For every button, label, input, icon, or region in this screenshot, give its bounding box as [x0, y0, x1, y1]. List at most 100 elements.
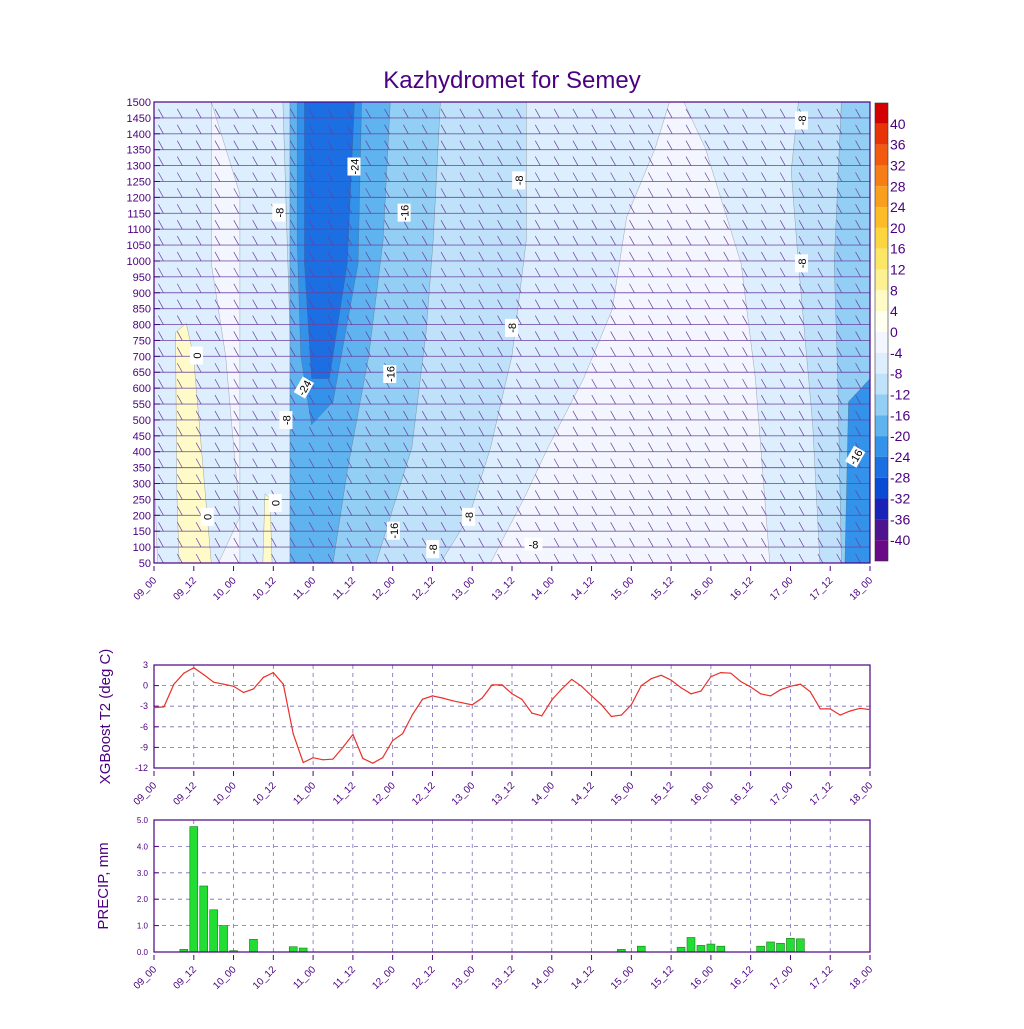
wind-barb	[290, 378, 296, 389]
t2-point	[352, 733, 354, 735]
wind-barb	[704, 220, 711, 230]
wind-barb	[421, 108, 428, 119]
precip-bar	[189, 826, 199, 953]
wind-barb	[440, 378, 447, 389]
wind-barb	[440, 267, 447, 278]
wind-barb	[534, 553, 541, 563]
wind-barb	[779, 331, 786, 341]
t2-point	[809, 691, 811, 693]
contour-label-bg	[268, 494, 282, 513]
wind-barb	[742, 490, 748, 500]
wind-barb	[516, 140, 522, 150]
wind-barb	[742, 124, 748, 134]
wind-barb	[271, 156, 277, 166]
wind-barb	[591, 188, 598, 198]
wind-barb	[459, 204, 466, 214]
wind-barb	[440, 235, 447, 246]
wind-barb	[723, 331, 729, 341]
t2-point	[451, 700, 453, 702]
wind-barb	[158, 172, 164, 182]
contour-label-group: -8	[272, 203, 286, 222]
wind-barb	[648, 220, 654, 230]
wind-barb	[440, 553, 447, 563]
colorbar-label: -28	[890, 470, 910, 486]
wind-barb	[327, 474, 334, 484]
colorbar-swatch	[875, 248, 888, 270]
wind-barb	[271, 410, 277, 421]
wind-barb	[723, 299, 729, 309]
wind-barb	[176, 172, 183, 182]
wind-barb	[346, 522, 353, 532]
wind-barb	[534, 267, 541, 278]
wind-barb	[723, 537, 729, 548]
wind-barb	[779, 347, 786, 357]
wind-barb	[629, 283, 635, 293]
wind-barb	[440, 283, 447, 293]
wind-barb	[836, 394, 843, 405]
wind-barb	[761, 204, 767, 214]
wind-barb	[346, 506, 353, 516]
wind-barb	[534, 299, 541, 309]
wind-barb	[158, 108, 164, 119]
precip-x-tick-label: 15_00	[609, 964, 637, 992]
wind-barb	[214, 140, 221, 150]
wind-barb	[553, 267, 560, 278]
contour-label: 0	[203, 514, 215, 520]
wind-barb	[384, 235, 390, 246]
wind-barb	[836, 490, 843, 500]
wind-barb	[176, 108, 183, 119]
t2-point	[252, 688, 255, 690]
wind-barb	[176, 522, 183, 532]
wind-barb	[742, 251, 748, 262]
wind-barb	[558, 102, 560, 103]
colorbar-swatch	[875, 373, 888, 395]
wind-barb	[553, 347, 560, 357]
wind-barb	[704, 410, 711, 421]
wind-barb	[233, 108, 240, 119]
wind-barb	[158, 124, 164, 134]
wind-barb	[836, 235, 843, 246]
wind-barb	[855, 283, 861, 293]
cs-y-tick-label: 900	[133, 288, 151, 300]
wind-barb	[704, 108, 711, 119]
t2-x-tick-label: 14_12	[569, 780, 597, 808]
wind-barb	[214, 172, 221, 182]
cs-x-tick-label: 14_12	[569, 575, 597, 603]
wind-barb	[176, 124, 183, 134]
wind-barb	[685, 172, 692, 182]
t2-y-tick-label: -3	[140, 701, 148, 711]
precip-bar	[786, 937, 795, 953]
wind-barb	[761, 140, 767, 150]
wind-barb	[704, 442, 711, 452]
wind-barb	[365, 315, 371, 325]
colorbar-swatch	[875, 311, 888, 332]
wind-barb	[384, 490, 390, 500]
wind-barb	[308, 363, 315, 373]
wind-barb	[384, 347, 390, 357]
wind-barb	[478, 331, 485, 341]
wind-barb	[384, 204, 390, 214]
cs-y-tick-label: 1350	[127, 145, 151, 157]
wind-barb	[553, 331, 560, 341]
wind-barb	[365, 394, 371, 405]
wind-barb	[384, 331, 390, 341]
cs-y-tick-label: 1100	[127, 224, 151, 236]
wind-barb	[836, 522, 843, 532]
wind-barb	[497, 378, 503, 389]
wind-barb	[497, 506, 503, 516]
cs-x-tick-label: 18_00	[848, 575, 876, 603]
wind-barb	[817, 204, 824, 214]
wind-barb	[572, 394, 579, 405]
wind-barb	[365, 235, 371, 246]
t2-point	[581, 685, 583, 687]
wind-barb	[421, 347, 428, 357]
wind-barb	[346, 474, 353, 484]
wind-barb	[327, 108, 334, 119]
t2-line-chart: 3 0 -3 -6 -9 -12 XGBoost T2 (deg C) 09_00 09_12 1…	[97, 649, 875, 808]
wind-barb	[308, 537, 315, 548]
wind-barb	[252, 172, 258, 182]
wind-barb	[666, 267, 673, 278]
wind-barb	[779, 299, 786, 309]
wind-barb	[214, 188, 221, 198]
colorbar-swatch	[875, 103, 888, 124]
